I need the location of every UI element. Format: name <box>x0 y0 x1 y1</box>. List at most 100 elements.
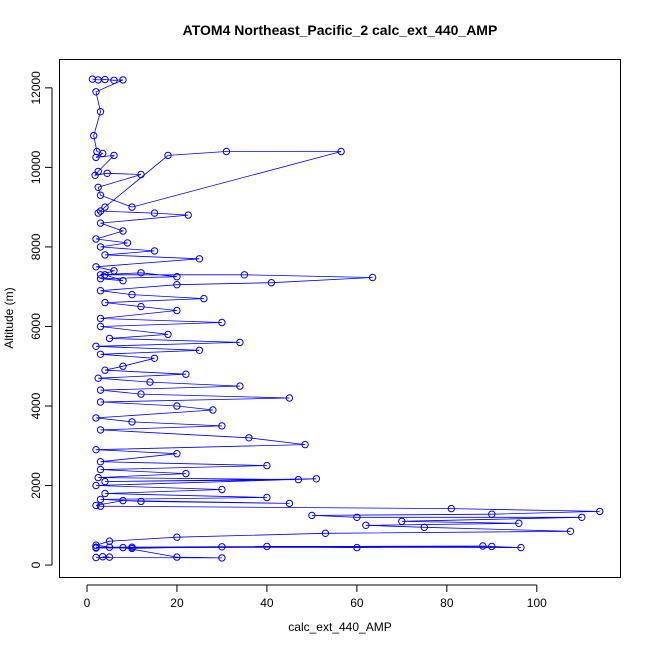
data-point <box>218 554 226 562</box>
data-point <box>90 131 98 140</box>
data-point <box>119 76 127 84</box>
data-point <box>245 434 253 442</box>
y-tick-label: 8000 <box>29 233 43 260</box>
data-point <box>105 334 114 343</box>
data-point <box>173 281 181 289</box>
data-point <box>92 235 100 243</box>
y-axis-label: Altitude (m) <box>2 287 16 348</box>
data-point <box>128 418 136 426</box>
data-point <box>92 541 100 549</box>
data-point <box>515 519 523 527</box>
data-point <box>285 499 294 508</box>
data-point <box>222 147 231 156</box>
data-point <box>173 553 181 561</box>
data-point <box>150 209 159 217</box>
data-point <box>137 497 145 506</box>
data-point <box>137 269 145 277</box>
data-point <box>137 302 145 311</box>
data-point <box>173 402 181 410</box>
data-point <box>128 203 136 211</box>
data-point <box>101 75 109 84</box>
data-point <box>218 422 226 430</box>
data-point <box>263 461 271 470</box>
data-point <box>119 362 127 370</box>
data-point <box>182 469 190 478</box>
data-point <box>96 275 105 283</box>
plot-frame <box>59 59 621 578</box>
data-point <box>301 440 309 449</box>
data-point <box>101 271 109 279</box>
data-point <box>110 76 118 85</box>
data-point <box>92 153 100 162</box>
data-point <box>236 382 244 390</box>
data-point <box>92 481 100 490</box>
data-point <box>195 255 204 263</box>
data-point <box>96 287 105 295</box>
data-point <box>578 513 586 521</box>
data-point <box>105 543 114 551</box>
data-point <box>88 75 97 83</box>
y-tick-label: 0 <box>29 561 43 568</box>
data-point <box>200 294 208 303</box>
data-point <box>94 374 102 382</box>
data-point <box>488 510 496 518</box>
data-point <box>92 88 100 96</box>
y-tick-label: 2000 <box>29 472 43 499</box>
data-point <box>173 450 181 458</box>
data-point <box>96 219 105 227</box>
data-point <box>146 378 154 386</box>
data-point <box>173 306 181 315</box>
data-point <box>218 543 226 551</box>
data-point <box>92 501 100 510</box>
data-point <box>96 108 105 116</box>
data-point <box>566 527 575 535</box>
data-point <box>96 314 105 323</box>
data-point <box>182 370 190 378</box>
y-tick-label: 4000 <box>29 392 43 419</box>
data-point <box>285 394 294 402</box>
x-tick-label: 100 <box>527 596 547 610</box>
data-point <box>94 183 102 192</box>
data-point <box>267 279 276 287</box>
data-point <box>119 496 127 505</box>
data-point <box>368 273 377 282</box>
data-point <box>137 170 145 179</box>
x-tick-label: 40 <box>260 596 274 610</box>
data-point <box>218 318 226 327</box>
data-point <box>488 542 496 551</box>
data-point <box>96 465 105 474</box>
data-point <box>103 169 111 178</box>
data-point <box>96 458 105 466</box>
data-layer <box>88 75 604 562</box>
data-point <box>110 267 118 275</box>
data-point <box>94 209 102 217</box>
data-point <box>96 207 105 215</box>
x-tick-label: 20 <box>170 596 184 610</box>
data-point <box>236 338 244 347</box>
data-point <box>92 543 100 551</box>
x-axis: 0 20 40 60 80 100 <box>84 584 547 610</box>
data-point <box>101 477 109 486</box>
data-point <box>308 511 316 520</box>
data-point <box>150 247 159 255</box>
data-point <box>398 517 406 525</box>
data-point <box>479 542 487 550</box>
x-axis-label: calc_ext_440_AMP <box>288 620 391 634</box>
x-tick-label: 60 <box>350 596 364 610</box>
data-point <box>137 390 145 398</box>
x-tick-label: 80 <box>440 596 454 610</box>
data-point <box>96 386 105 394</box>
data-point <box>353 513 361 521</box>
data-point <box>92 342 100 350</box>
data-point <box>263 542 271 551</box>
data-point <box>101 251 109 259</box>
data-point <box>218 485 226 494</box>
data-point <box>173 273 181 281</box>
chart-title: ATOM4 Northeast_Pacific_2 calc_ext_440_A… <box>183 22 498 38</box>
data-point <box>101 298 109 307</box>
data-point <box>99 553 107 561</box>
data-point <box>362 521 370 529</box>
data-point <box>101 489 109 498</box>
data-point <box>99 149 107 158</box>
data-point <box>96 191 105 199</box>
